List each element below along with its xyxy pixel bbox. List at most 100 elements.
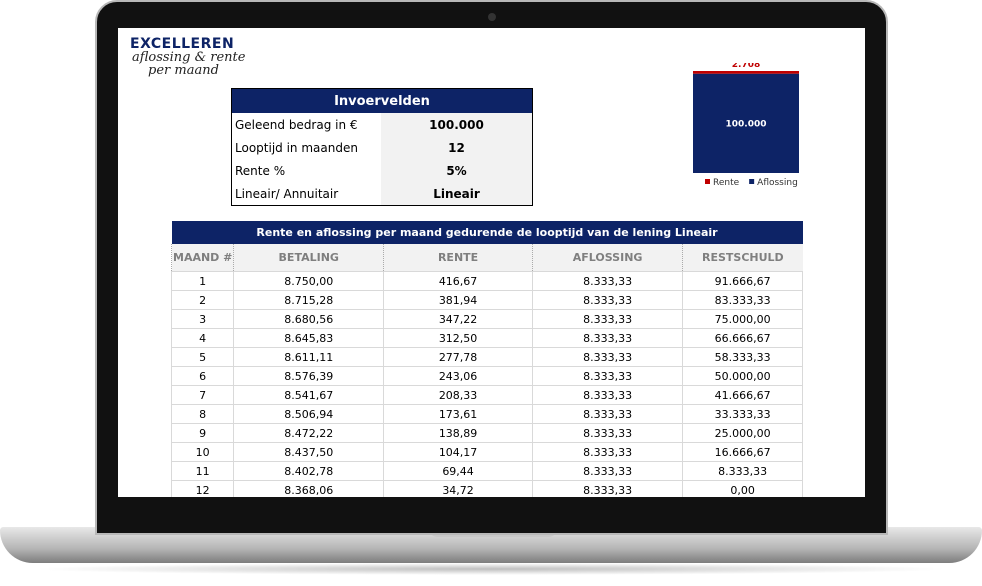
table-cell: 173,61 <box>383 404 533 424</box>
table-cell: 33.333,33 <box>682 404 803 424</box>
table-cell: 5 <box>170 347 235 367</box>
table-cell: 8.333,33 <box>531 271 684 291</box>
table-cell: 208,33 <box>383 385 533 405</box>
table-cell: 8.645,83 <box>233 328 385 348</box>
input-row: Looptijd in maanden 12 <box>232 136 533 159</box>
table-cell: 3 <box>170 309 235 329</box>
table-cell: 8.680,56 <box>233 309 385 329</box>
table-cell: 8.472,22 <box>233 423 385 443</box>
table-cell: 8.333,33 <box>531 442 684 462</box>
table-cell: 66.666,67 <box>682 328 803 348</box>
input-row: Lineair/ Annuitair Lineair <box>232 182 533 206</box>
table-cell: 8.333,33 <box>531 404 684 424</box>
table-cell: 8.333,33 <box>531 385 684 405</box>
table-cell: 7 <box>170 385 235 405</box>
table-row: 8 8.506,94 173,61 8.333,33 33.333,33 <box>170 404 803 424</box>
table-cell: 8.402,78 <box>233 461 385 481</box>
table-row: 10 8.437,50 104,17 8.333,33 16.666,67 <box>170 442 803 462</box>
table-row: 6 8.576,39 243,06 8.333,33 50.000,00 <box>170 366 803 386</box>
table-row: 1 8.750,00 416,67 8.333,33 91.666,67 <box>170 271 803 291</box>
table-cell: 8.333,33 <box>531 290 684 310</box>
data-label: 100.000 <box>726 119 767 129</box>
table-cell: 8 <box>170 404 235 424</box>
input-label: Looptijd in maanden <box>235 140 358 155</box>
table-cell: 8.576,39 <box>233 366 385 386</box>
table-cell: 50.000,00 <box>682 366 803 386</box>
table-row: 7 8.541,67 208,33 8.333,33 41.666,67 <box>170 385 803 405</box>
column-header: AFLOSSING <box>531 244 683 272</box>
table-cell: 104,17 <box>383 442 533 462</box>
table-row: 2 8.715,28 381,94 8.333,33 83.333,33 <box>170 290 803 310</box>
table-cell: 8.333,33 <box>531 461 684 481</box>
table-cell: 347,22 <box>383 309 533 329</box>
legend-swatch <box>749 179 755 184</box>
table-cell: 6 <box>170 366 235 386</box>
column-header: MAAND # <box>170 244 234 272</box>
input-table: Invoervelden Geleend bedrag in €100.000 L… <box>231 88 533 206</box>
table-cell: 8.611,11 <box>233 347 385 367</box>
table-cell: 83.333,33 <box>682 290 803 310</box>
input-label: Geleend bedrag in € <box>235 117 358 132</box>
input-label: Lineair/ Annuitair <box>235 186 339 201</box>
column-header: RENTE <box>383 244 533 272</box>
table-cell: 8.715,28 <box>233 290 385 310</box>
table-cell: 1 <box>170 271 235 291</box>
table-cell: 138,89 <box>383 423 533 443</box>
table-cell: 8.437,50 <box>233 442 385 462</box>
table-cell: 10 <box>170 442 235 462</box>
table-row: 12 8.368,06 34,72 8.333,33 0,00 <box>170 480 803 497</box>
table-row: 5 8.611,11 277,78 8.333,33 58.333,33 <box>170 347 803 367</box>
table-cell: 8.333,33 <box>531 423 684 443</box>
table-row: 9 8.472,22 138,89 8.333,33 25.000,00 <box>170 423 803 443</box>
table-cell: 416,67 <box>383 271 533 291</box>
table-row: 4 8.645,83 312,50 8.333,33 66.666,67 <box>170 328 803 348</box>
input-label: Rente % <box>235 163 286 178</box>
table-cell: 8.541,67 <box>233 385 385 405</box>
table-cell: 75.000,00 <box>682 309 803 329</box>
table-cell: 8.506,94 <box>233 404 385 424</box>
table-cell: 8.333,33 <box>531 328 684 348</box>
input-value: 12 <box>381 136 533 159</box>
logo-line: aflossing & rente <box>132 50 246 65</box>
legend-swatch <box>705 179 710 184</box>
logo-brand: EXCELLEREN <box>130 36 235 52</box>
column-header: BETALING <box>233 244 384 272</box>
shadow <box>30 563 952 575</box>
legend-label: Rente <box>713 178 740 188</box>
data-label: 2.708 <box>732 63 760 70</box>
table-cell: 312,50 <box>383 328 533 348</box>
table-cell: 69,44 <box>383 461 533 481</box>
table-cell: 8.333,33 <box>682 461 803 481</box>
bar-segment <box>693 73 799 173</box>
table-cell: 91.666,67 <box>682 271 803 291</box>
table-row: 3 8.680,56 347,22 8.333,33 75.000,00 <box>170 309 803 329</box>
table-cell: 243,06 <box>383 366 533 386</box>
table-cell: 12 <box>170 480 235 497</box>
table-cell: 381,94 <box>383 290 533 310</box>
table-cell: 16.666,67 <box>682 442 803 462</box>
input-value: 100.000 <box>381 113 533 136</box>
table-cell: 8.333,33 <box>531 347 684 367</box>
legend-label: Aflossing <box>757 178 798 188</box>
input-value: Lineair <box>381 182 533 206</box>
table-title: Rente en aflossing per maand gedurende d… <box>171 221 803 244</box>
input-row: Geleend bedrag in € 100.000 <box>232 113 533 136</box>
table-cell: 4 <box>170 328 235 348</box>
camera <box>488 13 496 21</box>
logo-line: per maand <box>148 63 219 78</box>
table-cell: 277,78 <box>383 347 533 367</box>
bar-segment <box>693 71 799 74</box>
input-title: Invoervelden <box>231 88 533 113</box>
table-cell: 8.750,00 <box>233 271 385 291</box>
input-value: 5% <box>381 159 533 182</box>
table-cell: 34,72 <box>383 480 533 497</box>
table-cell: 8.333,33 <box>531 366 684 386</box>
table-cell: 8.333,33 <box>531 480 684 497</box>
chart: 100.000 2.708 Rente Aflossing <box>693 63 799 188</box>
screen: EXCELLEREN aflossing & rente per maand I… <box>118 28 865 497</box>
table-cell: 58.333,33 <box>682 347 803 367</box>
table-cell: 25.000,00 <box>682 423 803 443</box>
table-cell: 8.368,06 <box>233 480 385 497</box>
input-row: Rente % 5% <box>232 159 533 182</box>
